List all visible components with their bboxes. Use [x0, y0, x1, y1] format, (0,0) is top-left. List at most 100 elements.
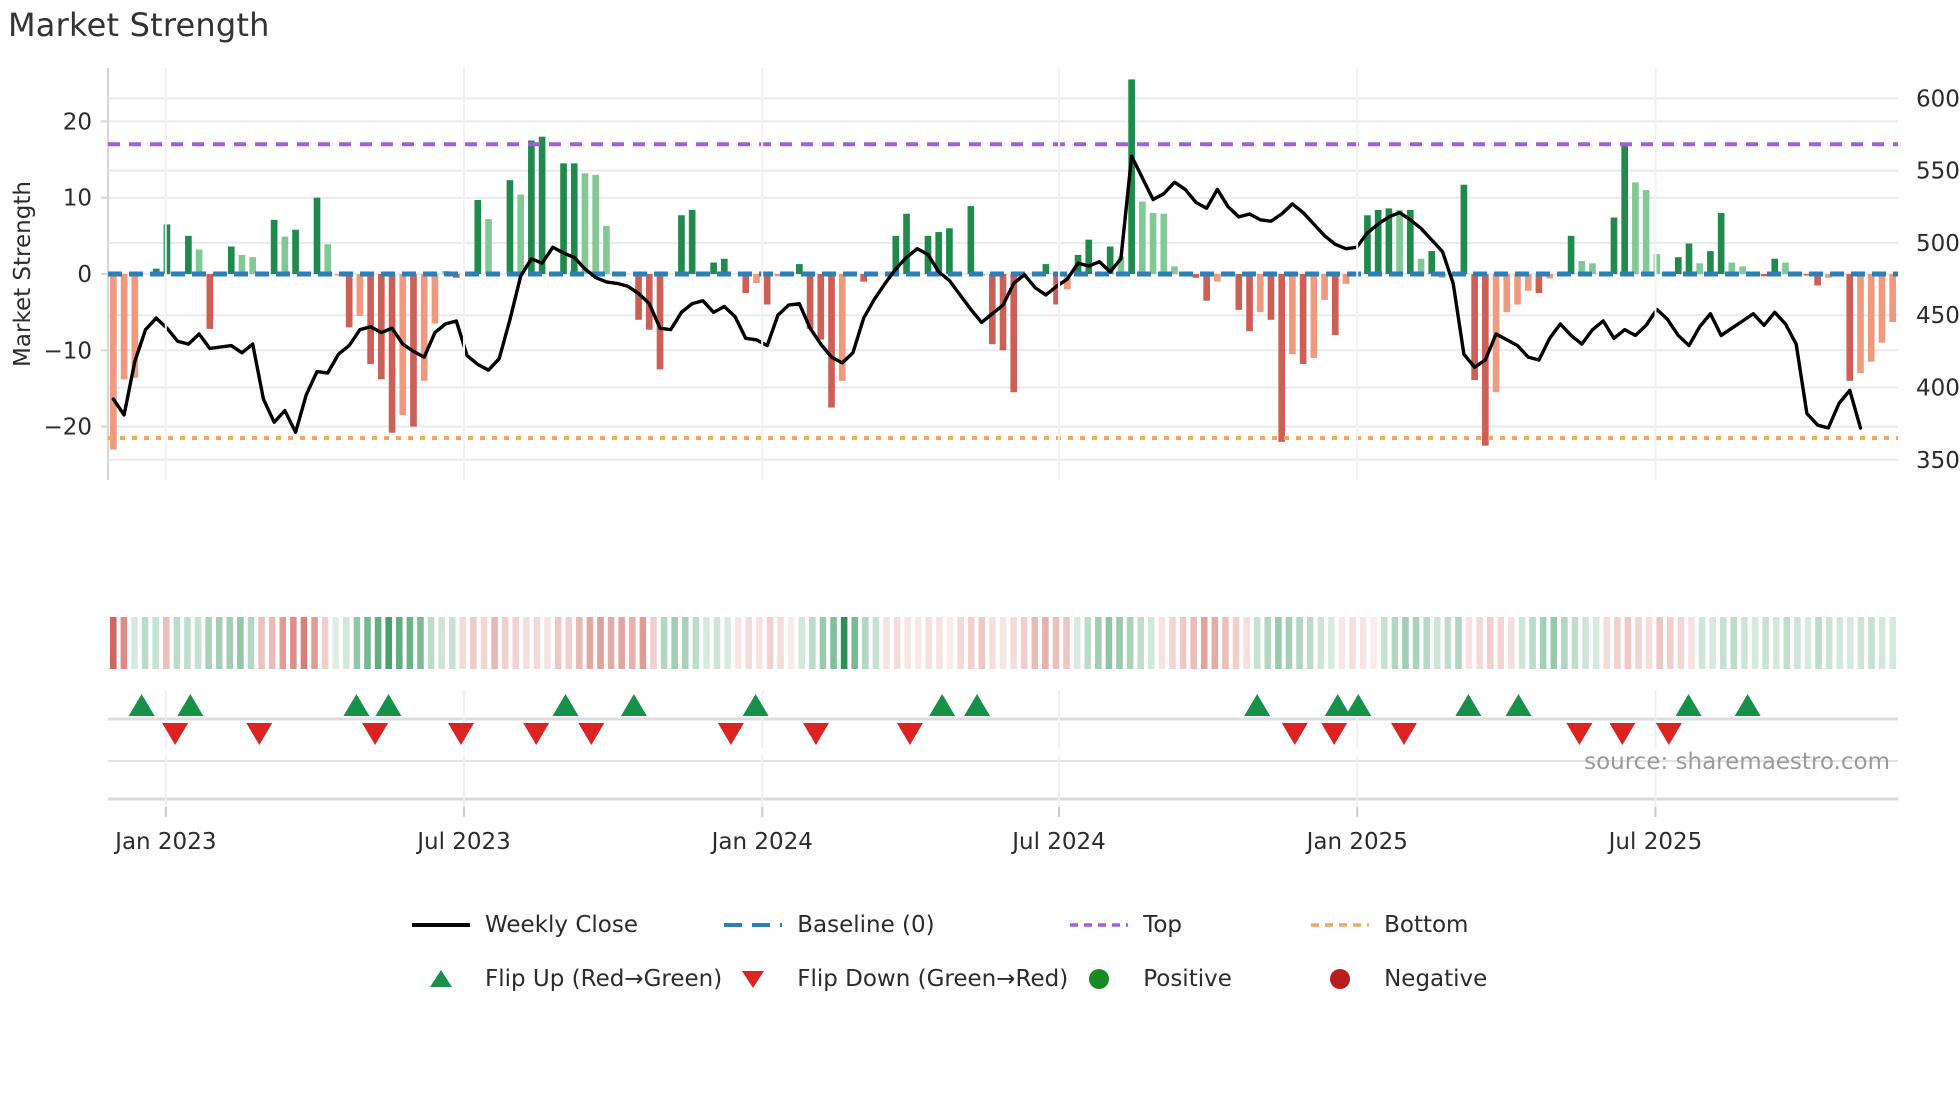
heatmap-cell	[872, 617, 880, 669]
legend-top[interactable]: Top	[1068, 912, 1309, 938]
legend-weekly-close[interactable]: Weekly Close	[410, 912, 722, 938]
heatmap-cell	[1825, 617, 1833, 669]
legend-label: Negative	[1384, 966, 1488, 992]
heatmap-cell	[374, 617, 382, 669]
heatmap-cell	[1550, 617, 1558, 669]
strength-bar	[1514, 274, 1521, 305]
heatmap-cell	[1349, 617, 1356, 669]
strength-bar	[592, 174, 600, 274]
flip-down-marker	[1281, 723, 1308, 745]
y-tick-label: −20	[43, 415, 92, 441]
heatmap-cell	[787, 617, 795, 669]
heatmap-cell	[162, 617, 170, 669]
strength-bar	[1235, 274, 1243, 310]
strength-bar	[1149, 212, 1157, 274]
heatmap-cell	[184, 617, 191, 669]
legend-positive[interactable]: Positive	[1068, 966, 1309, 992]
legend-baseline[interactable]: Baseline (0)	[722, 912, 1068, 938]
strength-bar	[163, 224, 171, 274]
flip-up-marker	[375, 694, 402, 716]
strength-bar	[1814, 274, 1821, 286]
heatmap-cell	[1391, 617, 1399, 669]
triangle-down-red-icon	[722, 968, 784, 990]
legend-flip-up[interactable]: Flip Up (Red→Green)	[410, 966, 722, 992]
triangle-up-green-icon	[410, 968, 472, 990]
flip-down-marker	[896, 723, 923, 745]
main-plot-area: 20 10 0 −10 −20 Market Strength 600 550 500 450 40…	[10, 68, 1960, 480]
strength-bar	[1171, 266, 1178, 274]
strength-bar	[1139, 201, 1146, 274]
heatmap-cell	[406, 617, 414, 669]
heatmap-cell	[1508, 617, 1515, 669]
strength-bar	[1267, 274, 1275, 320]
strength-bar	[1160, 213, 1168, 274]
flip-up-marker	[1455, 694, 1482, 716]
heatmap-cell	[1476, 617, 1483, 669]
strength-bar	[656, 274, 664, 370]
flip-down-marker	[162, 723, 189, 745]
y-axis-title: Market Strength	[10, 181, 36, 367]
strength-bar	[1460, 184, 1468, 274]
heatmap-cell	[1264, 617, 1272, 669]
heatmap-cell	[1317, 617, 1325, 669]
x-tick-label: Jul 2023	[415, 829, 511, 855]
strength-bar	[1857, 274, 1864, 374]
strength-bar	[1053, 274, 1060, 305]
strength-bar	[1696, 263, 1704, 274]
strength-bar	[753, 274, 760, 284]
strength-bar	[1739, 266, 1746, 274]
legend-flip-down[interactable]: Flip Down (Green→Red)	[722, 966, 1068, 992]
chart-legend: Weekly Close Baseline (0) Top Bottom Flip Up…	[0, 905, 1960, 1095]
strength-bar	[838, 274, 846, 381]
strength-bar	[388, 274, 396, 433]
heatmap-cell	[1370, 617, 1377, 669]
heatmap-cell	[1635, 617, 1642, 669]
strength-bar	[227, 246, 235, 274]
strength-bar	[1825, 274, 1832, 278]
legend-bottom[interactable]: Bottom	[1309, 912, 1550, 938]
heatmap-cell	[1614, 617, 1621, 669]
strength-bar	[378, 274, 385, 380]
heatmap-cell	[1433, 617, 1441, 669]
heatmap-cell	[173, 617, 181, 669]
heatmap-cell	[1582, 617, 1589, 669]
strength-bar	[742, 274, 750, 294]
heatmap-cell	[152, 617, 159, 669]
strength-bar	[292, 229, 299, 274]
heatmap-cell	[681, 617, 689, 669]
heatmap-cell	[1285, 617, 1293, 669]
heatmap-cell	[491, 617, 498, 669]
heatmap-cell	[1751, 617, 1759, 669]
flip-down-marker	[802, 723, 829, 745]
heatmap-cell	[268, 617, 276, 669]
strength-bar	[120, 274, 128, 380]
heatmap-cell	[512, 617, 520, 669]
y2-tick-label: 450	[1916, 303, 1960, 329]
strength-bar	[1674, 257, 1682, 274]
heatmap-cell	[141, 617, 149, 669]
strength-bar	[485, 219, 492, 274]
flip-up-marker	[742, 694, 769, 716]
heatmap-cell	[851, 617, 858, 669]
heatmap-cell	[1518, 617, 1526, 669]
legend-label: Positive	[1143, 966, 1232, 992]
strength-bar	[185, 235, 192, 274]
strength-bar	[1803, 274, 1811, 276]
main-plot-svg: 20 10 0 −10 −20 Market Strength 600 550 500 450 40…	[10, 68, 1960, 480]
strength-bar	[1471, 274, 1478, 381]
strength-bar	[1321, 274, 1328, 300]
strength-bar	[1589, 263, 1596, 274]
strength-bar	[1417, 258, 1425, 274]
heatmap-cell	[1772, 617, 1780, 669]
weekly-close-line	[111, 154, 1863, 434]
strength-bar	[420, 274, 428, 381]
source-panel-svg: source: sharemaestro.com	[108, 749, 1898, 807]
flip-markers-panel	[108, 690, 1898, 748]
strength-bar	[710, 262, 717, 274]
y-tick-label: 20	[63, 109, 92, 135]
flip-down-marker	[1321, 723, 1348, 745]
strength-bar	[270, 219, 278, 274]
legend-negative[interactable]: Negative	[1309, 966, 1550, 992]
heatmap-cell	[1063, 617, 1070, 669]
